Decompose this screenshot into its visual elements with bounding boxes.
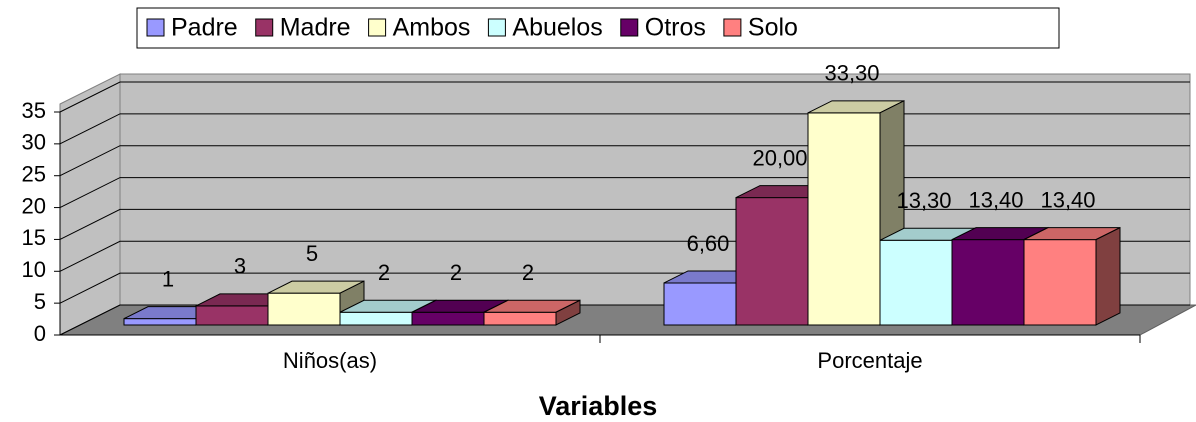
bar-front [339,311,413,326]
legend-swatch [620,18,639,37]
data-label: 6,60 [687,231,730,256]
bar-front [663,282,737,326]
bar-front [195,305,269,326]
legend-label: Madre [280,14,351,42]
side-wall [59,73,121,336]
y-tick-label: 20 [22,193,46,218]
data-label: 20,00 [752,145,807,170]
y-tick-label: 15 [22,225,46,250]
data-label: 33,30 [824,61,879,86]
bar-side [555,299,581,326]
bar-side [1095,226,1121,326]
bar-front [267,292,341,326]
y-tick-label: 5 [34,289,46,314]
data-label: 13,30 [896,188,951,213]
legend-swatch [368,18,387,37]
data-label: 13,40 [968,187,1023,212]
y-tick-label: 30 [22,130,46,155]
y-tick-label: 25 [22,162,46,187]
bar-front [807,112,881,326]
bar-front [1023,239,1097,326]
data-label: 5 [306,241,318,266]
bar-front [123,318,197,326]
y-tick-label: 10 [22,257,46,282]
data-label: 2 [450,260,462,285]
legend-swatch [146,18,165,37]
legend-label: Otros [645,14,706,42]
data-label: 2 [522,260,534,285]
data-label: 1 [162,266,174,291]
bar-front [411,311,485,326]
bar-front [879,239,953,326]
data-label: 2 [378,260,390,285]
legend-label: Ambos [393,14,471,42]
bar-front [483,311,557,326]
y-tick-label: 35 [22,98,46,123]
grid-line [59,81,1190,113]
x-axis-title: Variables [539,391,658,421]
data-label: 13,40 [1040,187,1095,212]
bar-front [951,239,1025,326]
legend-label: Padre [171,14,238,42]
legend-swatch [723,18,742,37]
x-tick-label: Niños(as) [283,348,377,373]
legend-box [136,7,1060,49]
x-tick-label: Porcentaje [817,348,922,373]
legend-label: Solo [748,14,798,42]
y-tick-label: 0 [34,321,46,346]
data-label: 3 [234,254,246,279]
legend-swatch [255,18,274,37]
legend-label: Abuelos [512,14,602,42]
legend-swatch [487,18,506,37]
bar-front [735,197,809,326]
